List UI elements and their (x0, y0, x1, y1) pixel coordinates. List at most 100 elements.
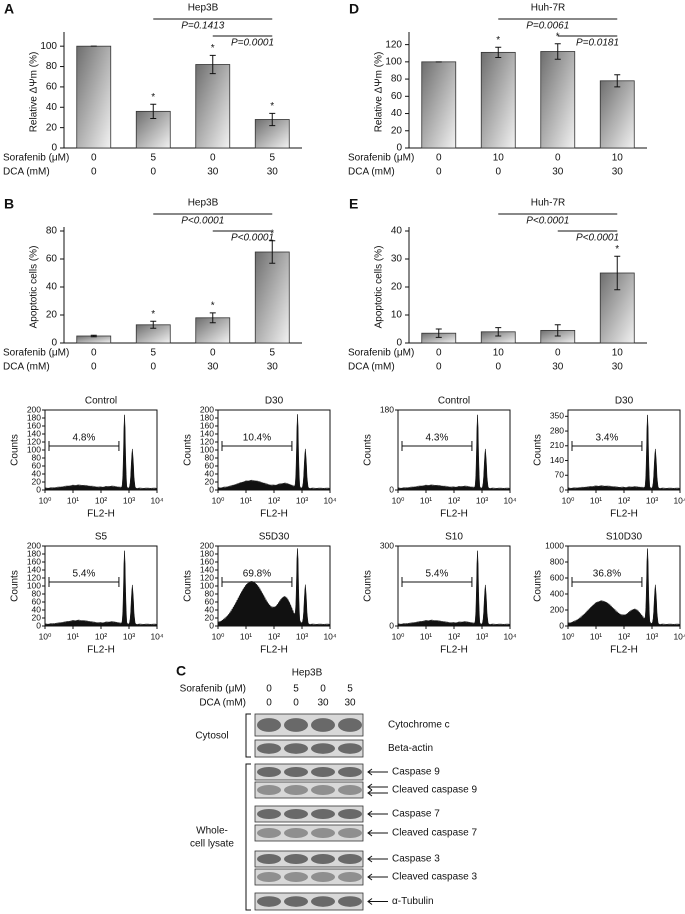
error-bar (209, 54, 216, 75)
blot-band (311, 828, 335, 838)
x-tick-label: 10³ (646, 495, 658, 505)
histogram-trace (44, 550, 158, 627)
blot-band (311, 743, 335, 754)
y-tick-label: 20 (205, 476, 215, 486)
histogram-title: S5 (95, 532, 108, 543)
blot-strip (254, 713, 364, 737)
x-axis-label: FL2-H (87, 509, 115, 520)
row-value: 10 (612, 153, 624, 164)
row-value: 0 (210, 153, 216, 164)
histogram-frame (44, 409, 158, 491)
x-tick-label: 10² (95, 631, 107, 641)
error-bar (209, 312, 216, 324)
gate-marker (221, 441, 293, 451)
group-bracket (245, 713, 251, 758)
y-tick-label: 60 (46, 82, 58, 93)
y-axis-label: Counts (363, 570, 374, 602)
bar (254, 251, 290, 344)
x-tick-label: 10² (448, 495, 460, 505)
histogram-trace (567, 548, 681, 627)
p-value-label: P<0.0001 (181, 216, 224, 227)
error-bar (435, 328, 442, 338)
group-label: Whole- (196, 826, 228, 837)
significance-star: * (270, 228, 274, 239)
histogram-frame (397, 409, 511, 491)
blot-band (284, 743, 308, 754)
y-tick-label: 0 (209, 620, 214, 630)
x-tick-label: 10⁰ (392, 631, 405, 641)
x-axis-label: FL2-H (440, 645, 468, 656)
y-tick-label: 30 (391, 254, 403, 265)
histogram-frame (217, 409, 331, 491)
x-tick-label: 10² (95, 495, 107, 505)
y-tick-label: 40 (205, 604, 215, 614)
y-tick-label: 140 (200, 428, 214, 438)
y-tick-label: 350 (550, 411, 564, 421)
y-tick-label: 60 (205, 460, 215, 470)
histogram-trace (217, 414, 331, 491)
y-tick-label: 60 (391, 91, 403, 102)
gate-marker (48, 441, 120, 451)
error-bar (150, 320, 157, 329)
y-tick-label: 40 (391, 108, 403, 119)
row-label: DCA (mM) (3, 362, 50, 373)
bar (195, 64, 231, 149)
y-tick-label: 100 (200, 580, 214, 590)
x-tick-label: 10⁴ (503, 495, 516, 505)
x-axis-label: FL2-H (610, 509, 638, 520)
y-tick-label: 180 (380, 404, 394, 414)
y-tick-label: 40 (391, 226, 403, 237)
x-tick-label: 10⁰ (562, 631, 575, 641)
y-tick-label: 120 (27, 436, 41, 446)
y-tick-label: 80 (46, 61, 58, 72)
blot-band (311, 896, 335, 907)
blot-band (338, 743, 362, 754)
x-tick-label: 10⁴ (673, 495, 685, 505)
row-value: 5 (269, 153, 275, 164)
p-value-label: P<0.0001 (576, 233, 619, 244)
gate-label: 36.8% (593, 569, 621, 580)
histogram-frame (397, 545, 511, 627)
gate-label: 5.4% (426, 569, 449, 580)
row-label: DCA (mM) (348, 167, 395, 178)
blot-strip (254, 739, 364, 758)
band-arrow (367, 855, 388, 863)
histogram-title: S5D30 (259, 532, 290, 543)
p-value-label: P<0.0001 (526, 216, 569, 227)
y-tick-label: 120 (200, 572, 214, 582)
y-tick-label: 70 (555, 470, 565, 480)
p-value-label: P=0.0181 (576, 38, 619, 49)
row-value: 0 (91, 153, 97, 164)
y-tick-label: 0 (36, 620, 41, 630)
x-tick-label: 10⁴ (150, 495, 163, 505)
y-tick-label: 40 (32, 604, 42, 614)
y-tick-label: 20 (391, 282, 403, 293)
y-axis-label: Counts (10, 570, 21, 602)
chart-title: Huh-7R (531, 3, 565, 14)
blot-band (311, 767, 335, 777)
x-axis-label: FL2-H (87, 645, 115, 656)
blot-band (284, 785, 308, 795)
x-axis-label: FL2-H (260, 645, 288, 656)
y-tick-label: 140 (550, 455, 564, 465)
bar (480, 51, 516, 149)
p-value-label: P=0.1413 (181, 21, 225, 32)
gate-marker (401, 577, 473, 587)
y-tick-label: 0 (209, 484, 214, 494)
row-value: 30 (552, 362, 564, 373)
x-tick-label: 10¹ (590, 631, 602, 641)
row-value: 5 (150, 348, 156, 359)
blot-band (284, 872, 308, 882)
y-axis-label: Counts (533, 570, 544, 602)
bar (421, 61, 457, 149)
x-tick-label: 10³ (646, 631, 658, 641)
row-value: 30 (612, 362, 624, 373)
y-tick-label: 10 (391, 310, 403, 321)
y-tick-label: 40 (46, 102, 58, 113)
blot-band (284, 854, 308, 864)
blot-band (338, 767, 362, 777)
band-arrow (367, 810, 388, 818)
row-value: 30 (612, 167, 624, 178)
row-value: 30 (207, 362, 219, 373)
